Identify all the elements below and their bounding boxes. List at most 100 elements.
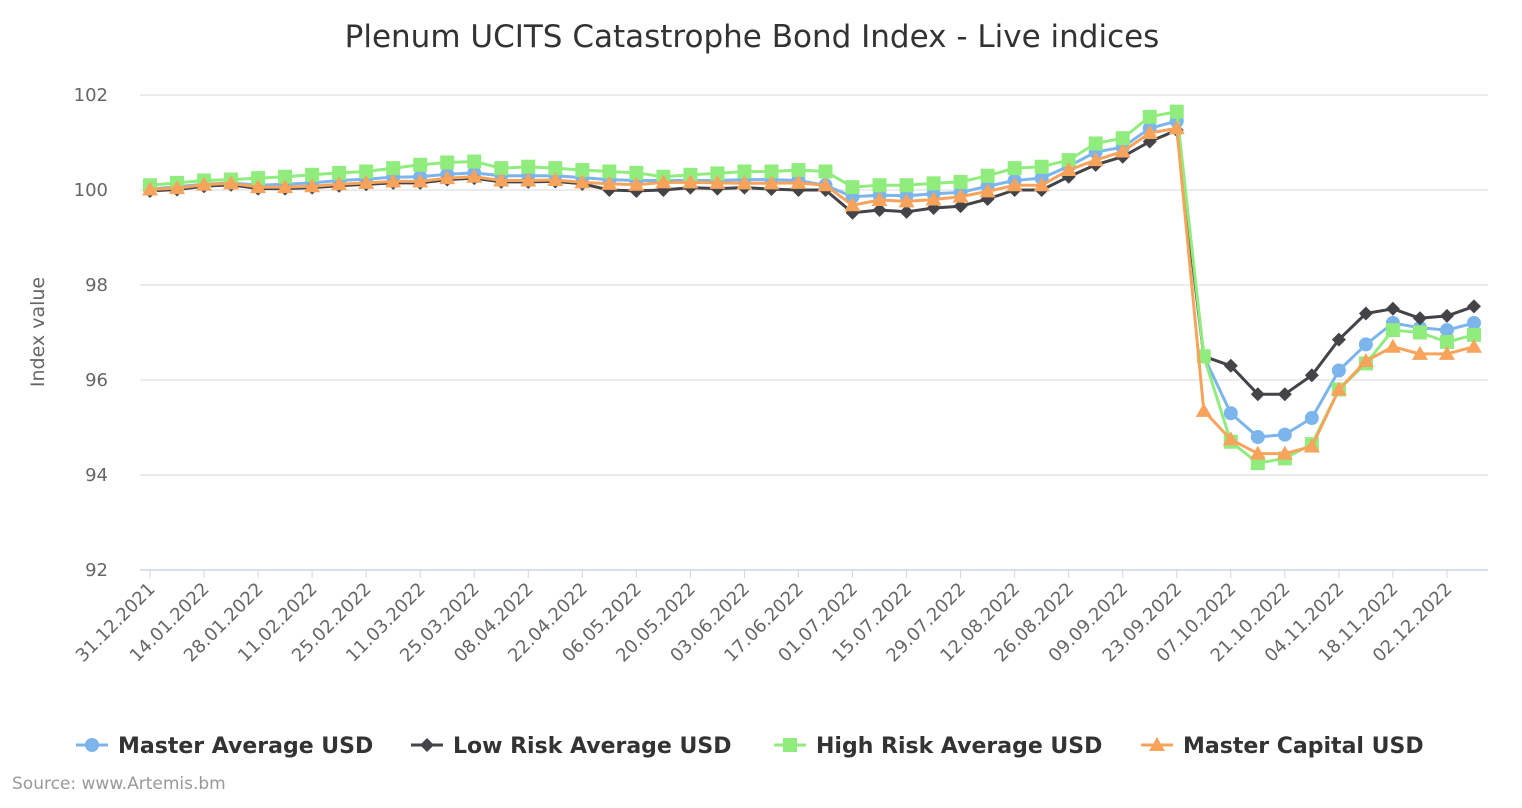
marker-triangle	[1033, 177, 1050, 192]
marker-triangle	[331, 176, 348, 191]
marker-square	[467, 154, 482, 169]
chart-title: Plenum UCITS Catastrophe Bond Index - Li…	[345, 19, 1160, 55]
y-axis: 92 94 96 98 100 102	[74, 85, 108, 581]
marker-diamond	[1250, 387, 1265, 402]
marker-square	[359, 164, 374, 179]
marker-triangle	[1330, 381, 1347, 396]
marker-diamond	[1385, 301, 1400, 316]
marker-triangle	[1168, 120, 1185, 135]
marker-square	[737, 164, 752, 179]
marker-triangle	[1276, 445, 1293, 460]
marker-triangle	[1087, 152, 1104, 167]
marker-circle	[1358, 337, 1373, 352]
legend-item[interactable]: Low Risk Average USD	[411, 734, 731, 759]
marker-square	[1385, 323, 1400, 338]
marker-triangle	[655, 174, 672, 189]
series-high-risk-average-usd	[143, 104, 1481, 471]
marker-square	[1088, 136, 1103, 151]
marker-circle	[1439, 323, 1454, 338]
marker-triangle	[952, 188, 969, 203]
y-tick-label: 94	[85, 465, 108, 486]
marker-triangle	[412, 173, 429, 188]
marker-triangle	[871, 191, 888, 206]
marker-square	[1142, 109, 1157, 124]
legend-label: Low Risk Average USD	[453, 734, 731, 759]
marker-triangle	[628, 176, 645, 191]
marker-circle	[1304, 411, 1319, 425]
marker-triangle	[1438, 345, 1455, 360]
legend-item[interactable]: Master Average USD	[76, 734, 373, 759]
marker-square	[783, 738, 797, 752]
marker-triangle	[682, 174, 699, 189]
marker-triangle	[1222, 431, 1239, 446]
marker-triangle	[601, 175, 618, 190]
marker-triangle	[1411, 345, 1428, 360]
series-line	[149, 126, 1475, 456]
legend-item[interactable]: Master Capital USD	[1141, 734, 1424, 759]
marker-triangle	[844, 197, 861, 212]
marker-circle	[1250, 430, 1265, 444]
marker-square	[1034, 159, 1049, 174]
marker-triangle	[439, 170, 456, 185]
marker-square	[548, 161, 563, 176]
series-master-capital-usd	[142, 120, 1482, 460]
legend: Master Average USD Low Risk Average USD Hi…	[76, 734, 1424, 759]
series-group	[142, 104, 1482, 471]
marker-triangle	[520, 172, 537, 187]
y-tick-label: 96	[85, 370, 108, 391]
marker-triangle	[817, 177, 834, 192]
marker-triangle	[898, 193, 915, 208]
marker-square	[251, 171, 266, 186]
marker-circle	[85, 738, 99, 752]
marker-triangle	[1357, 353, 1374, 367]
y-tick-label: 100	[74, 180, 108, 201]
marker-square	[413, 157, 428, 172]
legend-item[interactable]: High Risk Average USD	[774, 734, 1102, 759]
marker-square	[1007, 161, 1022, 176]
marker-triangle	[358, 174, 375, 189]
marker-triangle	[1006, 177, 1023, 192]
marker-triangle	[925, 191, 942, 206]
marker-triangle	[736, 175, 753, 190]
marker-square	[845, 180, 860, 195]
marker-square	[980, 168, 995, 183]
series-line	[149, 119, 1475, 439]
marker-square	[926, 176, 941, 191]
marker-diamond	[1331, 332, 1346, 347]
marker-square	[521, 159, 536, 174]
marker-triangle	[142, 181, 158, 196]
source-credit[interactable]: Source: www.Artemis.bm	[12, 774, 226, 794]
marker-square	[791, 163, 806, 178]
marker-triangle	[250, 179, 267, 194]
marker-square	[1115, 131, 1130, 146]
legend-label: Master Capital USD	[1183, 734, 1424, 759]
marker-diamond	[872, 202, 887, 217]
marker-triangle	[979, 183, 996, 198]
marker-square	[710, 166, 725, 181]
legend-label: Master Average USD	[118, 734, 373, 759]
marker-triangle	[763, 175, 780, 190]
marker-triangle	[277, 179, 294, 194]
marker-square	[1061, 153, 1076, 168]
y-tick-label: 98	[85, 275, 108, 296]
series-line	[149, 110, 1475, 465]
marker-triangle	[1060, 162, 1077, 177]
marker-circle	[1331, 363, 1346, 378]
marker-diamond	[1466, 299, 1481, 314]
marker-triangle	[304, 178, 321, 193]
marker-diamond	[899, 204, 914, 219]
marker-triangle	[1149, 737, 1165, 751]
marker-square	[602, 164, 617, 179]
marker-square	[440, 155, 455, 170]
marker-triangle	[466, 168, 483, 183]
marker-triangle	[385, 173, 402, 188]
marker-triangle	[493, 172, 510, 187]
marker-square	[1439, 335, 1454, 349]
marker-triangle	[1195, 402, 1212, 417]
marker-diamond	[1223, 358, 1238, 373]
marker-triangle	[790, 174, 807, 189]
marker-square	[629, 165, 644, 180]
marker-triangle	[1141, 125, 1158, 139]
marker-triangle	[547, 172, 564, 187]
